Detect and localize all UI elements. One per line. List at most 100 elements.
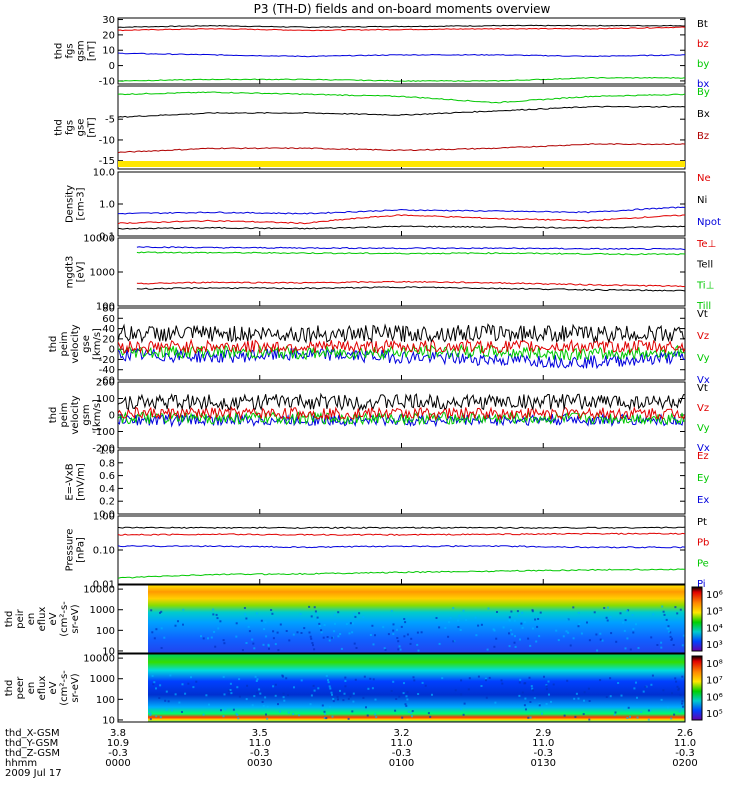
spectrogram-speckle: [320, 631, 323, 634]
y-tick-label: -5: [105, 115, 115, 126]
spectrogram-speckle: [642, 690, 645, 693]
spectrogram-speckle: [660, 641, 663, 644]
spectrogram-speckle: [245, 698, 248, 701]
legend-entry: by: [697, 59, 709, 70]
y-axis-label-line: sr-eV): [70, 604, 81, 633]
y-axis-label-line: thd: [54, 119, 65, 136]
y-tick-label: 20: [102, 30, 115, 41]
spectrogram-speckle: [474, 616, 477, 619]
panel-fgs_gse: -5 -10 -15 thdfgsgse[nT] By Bx Bz: [54, 85, 710, 170]
spectrogram-speckle: [279, 623, 282, 626]
spectrogram-speckle: [495, 637, 498, 640]
spectrogram-speckle: [331, 693, 333, 696]
spectrogram-speckle: [605, 616, 608, 619]
series-line-Ne: [118, 214, 685, 225]
footer-value: 3.8: [110, 728, 126, 739]
y-axis-label: Pressure[nPa]: [65, 529, 87, 572]
series-line-By: [118, 91, 685, 104]
spectrogram-speckle: [267, 644, 270, 647]
y-tick-label: 100: [96, 302, 115, 313]
spectrogram-speckle: [396, 628, 398, 631]
footer-value: 3.5: [252, 728, 268, 739]
y-tick-label: 0.1: [99, 232, 115, 243]
spectrogram-speckle: [216, 617, 219, 620]
spectrogram-speckle: [463, 702, 466, 705]
spectrogram-speckle: [311, 642, 314, 644]
spectrogram-speckle: [358, 612, 361, 615]
spectrogram-speckle: [452, 640, 455, 643]
footer-value: 2.6: [677, 728, 693, 739]
spectrogram-speckle: [149, 714, 152, 717]
spectrogram-speckle: [676, 685, 679, 688]
spectrogram-speckle: [681, 702, 684, 705]
spectrogram-speckle: [229, 689, 232, 691]
spectrogram-speckle: [485, 679, 487, 682]
y-axis-label-line: gsm: [76, 40, 87, 61]
spectrogram-speckle: [155, 687, 157, 690]
legend-entry: Pe: [697, 558, 709, 569]
spectrogram-speckle: [374, 698, 377, 701]
footer-value: -0.3: [533, 748, 553, 759]
spectrogram-speckle: [308, 605, 311, 608]
spectrogram-speckle: [394, 709, 397, 712]
spectrogram-speckle: [395, 698, 398, 700]
y-tick-label: 10000: [83, 654, 115, 665]
y-axis-label-line: [nPa]: [76, 537, 87, 563]
spectrogram-speckle: [635, 623, 637, 626]
spectrogram-speckle: [365, 706, 367, 709]
spectrogram-speckle: [519, 638, 521, 641]
spectrogram-speckle: [276, 631, 279, 634]
y-tick-label: 20: [102, 334, 115, 345]
y-tick-label: 10: [102, 715, 115, 726]
spectrogram-speckle: [623, 707, 626, 710]
spectrogram-speckle: [557, 639, 560, 642]
chart-title: P3 (TH-D) fields and on-board moments ov…: [254, 2, 551, 16]
spectrogram-speckle: [164, 699, 167, 702]
spectrogram-speckle: [238, 678, 241, 681]
spectrogram-speckle: [287, 694, 289, 697]
spectrogram-speckle: [477, 675, 480, 678]
spectrogram-speckle: [535, 640, 538, 643]
spectrogram-speckle: [662, 689, 665, 692]
spectrogram-speckle: [514, 645, 517, 648]
spectrogram-speckle: [678, 710, 681, 713]
spectrogram-speckle: [374, 634, 376, 637]
colorbar-tick-label: 10⁶: [706, 590, 723, 601]
y-axis-label-line: eflux: [37, 676, 48, 701]
spectrogram-speckle: [223, 693, 226, 696]
spectrogram-speckle: [150, 609, 153, 612]
y-axis-label-line: [km/s]: [92, 328, 103, 360]
spectrogram-speckle: [500, 679, 503, 682]
y-tick-label: 0.10: [93, 546, 115, 557]
spectrogram-speckle: [327, 679, 329, 682]
spectrogram-speckle: [412, 676, 415, 679]
footer-label: thd_Z-GSM: [5, 748, 60, 759]
no-data-gap: [118, 654, 148, 722]
spectrogram-speckle: [353, 642, 356, 645]
series-line-Bz: [118, 143, 685, 154]
spectrogram-speckle: [293, 686, 295, 689]
spectrogram-speckle: [208, 703, 210, 706]
spectrogram-speckle: [672, 644, 675, 646]
y-tick-label: 1000: [90, 605, 115, 616]
y-tick-label: 100: [96, 394, 115, 405]
legend-entry: Bx: [697, 109, 710, 120]
series-line-Pt: [118, 526, 685, 529]
spectrogram-speckle: [317, 687, 320, 690]
y-axis-label-line: gse: [76, 119, 87, 137]
spectrogram-speckle: [508, 632, 510, 635]
spectrogram-speckle: [533, 697, 536, 700]
spectrogram-speckle: [372, 678, 375, 681]
spectrogram-speckle: [159, 716, 162, 719]
spectrogram-speckle: [398, 645, 401, 648]
spectrogram-speckle: [521, 611, 524, 614]
spectrogram-speckle: [392, 623, 395, 626]
spectrogram-speckle: [390, 610, 393, 612]
spectrogram-speckle: [299, 613, 302, 615]
spectrogram-speckle: [333, 630, 336, 633]
legend-entry: Vz: [697, 403, 709, 414]
footer-value: 11.0: [532, 738, 554, 749]
legend-entry: Vy: [697, 423, 710, 434]
spectrogram-speckle: [460, 693, 463, 696]
